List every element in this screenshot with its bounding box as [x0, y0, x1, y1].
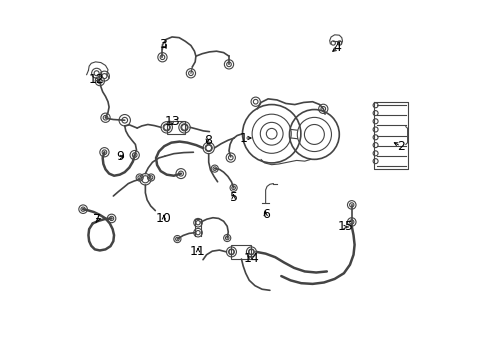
Text: 9: 9: [116, 150, 123, 163]
Text: 6: 6: [262, 208, 270, 221]
Text: 10: 10: [156, 212, 172, 225]
Text: 3: 3: [159, 37, 167, 50]
Text: 1: 1: [240, 131, 248, 144]
Text: 7: 7: [93, 213, 101, 226]
Bar: [231, 245, 251, 259]
Text: 4: 4: [334, 41, 342, 54]
Text: 12: 12: [88, 73, 104, 86]
Text: 8: 8: [204, 134, 212, 147]
Text: 13: 13: [164, 115, 180, 128]
Text: 2: 2: [397, 140, 405, 153]
Text: 15: 15: [338, 220, 353, 234]
Bar: [167, 121, 185, 134]
Text: 14: 14: [244, 252, 259, 265]
Text: 5: 5: [230, 191, 238, 204]
Text: 11: 11: [190, 246, 206, 258]
